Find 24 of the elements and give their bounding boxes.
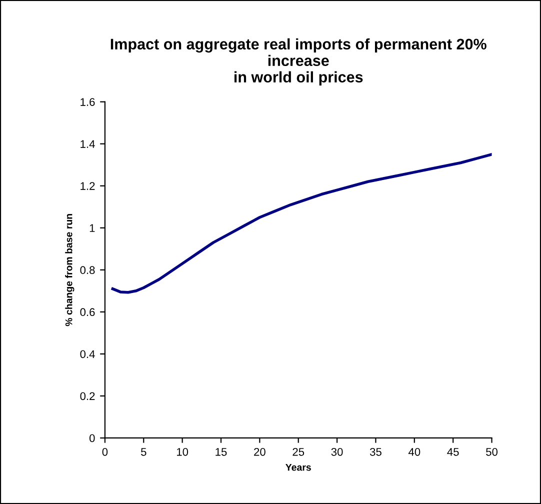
y-tick-label: 0.8 xyxy=(80,266,95,274)
y-axis-title: % change from base run xyxy=(65,214,74,326)
x-tick-label: 15 xyxy=(216,448,227,456)
x-tick-label: 40 xyxy=(408,448,420,456)
x-tick-label: 10 xyxy=(176,448,188,456)
y-tick-label: 0 xyxy=(89,434,95,442)
x-tick-label: 30 xyxy=(331,448,343,456)
x-tick-label: 0 xyxy=(102,448,108,456)
x-tick-label: 50 xyxy=(486,448,498,456)
y-tick-label: 1.4 xyxy=(80,140,95,148)
y-tick-label: 0.2 xyxy=(80,392,95,400)
y-tick-label: 0.4 xyxy=(80,350,95,358)
chart-title: Impact on aggregate real imports of permanent 20% increase in world oil prices xyxy=(110,38,486,86)
x-tick-label: 25 xyxy=(292,448,304,456)
line-series xyxy=(111,152,492,294)
y-tick-label: 1.6 xyxy=(80,98,95,106)
y-tick-label: 1 xyxy=(90,224,95,232)
x-tick-label: 45 xyxy=(447,448,459,456)
y-tick-label: 0.6 xyxy=(80,308,95,316)
x-tick-label: 5 xyxy=(140,448,146,456)
x-tick-label: 35 xyxy=(370,448,382,456)
x-axis-title: Years xyxy=(286,464,311,471)
y-tick-label: 1.2 xyxy=(80,182,95,190)
x-tick-label: 20 xyxy=(254,448,266,456)
